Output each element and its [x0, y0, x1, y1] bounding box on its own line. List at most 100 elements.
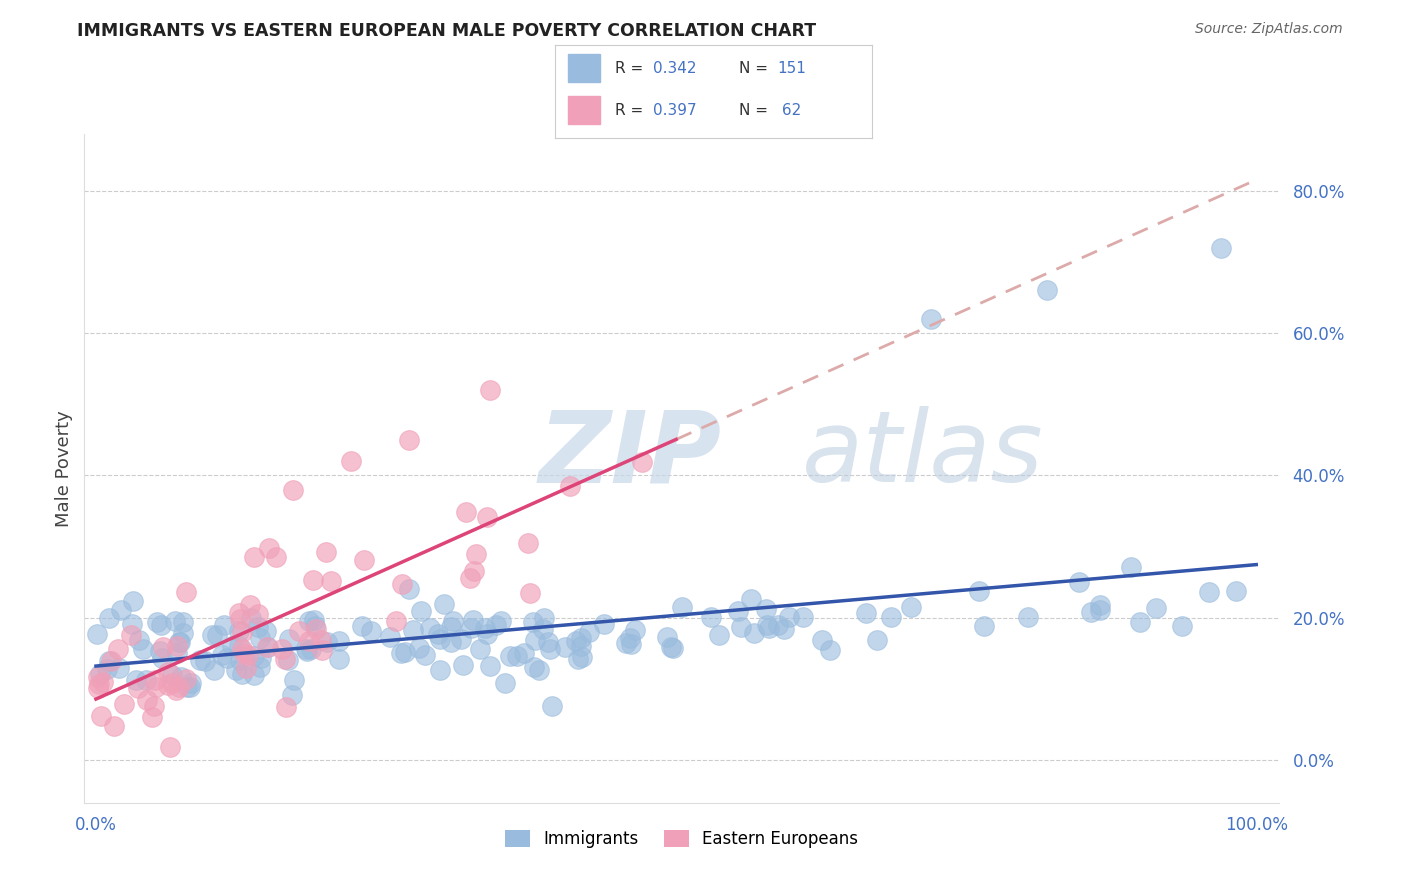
Point — [169, 635, 191, 649]
Text: atlas: atlas — [801, 407, 1043, 503]
Point — [311, 643, 333, 657]
Point — [97, 654, 120, 668]
Point — [239, 610, 262, 624]
Point — [522, 615, 544, 630]
Point — [456, 505, 478, 519]
Point — [152, 640, 174, 654]
Point — [135, 693, 157, 707]
Point — [659, 640, 682, 654]
Point — [758, 621, 780, 635]
Point — [350, 618, 373, 632]
Point — [730, 620, 752, 634]
Point — [112, 698, 135, 712]
Point — [212, 618, 235, 632]
Point — [413, 648, 436, 663]
Point — [135, 673, 157, 687]
Point — [1144, 600, 1167, 615]
Point — [973, 619, 995, 633]
Point — [287, 624, 309, 638]
Point — [93, 675, 115, 690]
Point — [256, 640, 278, 654]
Point — [229, 653, 252, 667]
Point — [778, 610, 800, 624]
Text: 62: 62 — [778, 103, 801, 118]
Point — [571, 639, 593, 653]
Point — [166, 640, 188, 654]
Point — [394, 645, 416, 659]
Point — [243, 648, 266, 663]
Point — [560, 479, 582, 493]
Point — [1211, 241, 1233, 255]
Point — [340, 454, 363, 468]
Point — [302, 573, 325, 587]
Point — [231, 641, 253, 656]
Point — [194, 654, 217, 668]
Text: R =: R = — [616, 103, 648, 118]
Point — [440, 635, 463, 649]
Point — [389, 646, 412, 660]
Point — [243, 668, 266, 682]
Point — [156, 665, 179, 680]
Point — [1090, 603, 1112, 617]
Point — [707, 628, 730, 642]
Point — [531, 622, 554, 636]
Point — [166, 646, 188, 660]
Point — [426, 626, 449, 640]
Point — [295, 642, 318, 657]
Point — [283, 483, 305, 497]
Point — [523, 659, 546, 673]
Point — [202, 663, 225, 677]
Point — [519, 586, 541, 600]
Point — [298, 634, 321, 648]
Point — [89, 677, 111, 691]
Point — [170, 670, 193, 684]
Point — [231, 625, 253, 640]
Point — [433, 597, 456, 611]
Point — [538, 642, 561, 657]
Point — [108, 661, 131, 675]
Point — [727, 604, 749, 618]
Text: 0.342: 0.342 — [654, 61, 697, 76]
Point — [855, 606, 877, 620]
Point — [619, 631, 641, 645]
Point — [1198, 585, 1220, 599]
Point — [671, 599, 693, 614]
Point — [1080, 605, 1102, 619]
Point — [299, 642, 322, 657]
Point — [238, 648, 260, 662]
Text: ZIP: ZIP — [538, 407, 721, 503]
Point — [273, 651, 295, 665]
Point — [249, 632, 271, 646]
Text: IMMIGRANTS VS EASTERN EUROPEAN MALE POVERTY CORRELATION CHART: IMMIGRANTS VS EASTERN EUROPEAN MALE POVE… — [77, 22, 817, 40]
Point — [174, 585, 197, 599]
Text: N =: N = — [740, 103, 773, 118]
Point — [441, 614, 464, 628]
Point — [249, 660, 271, 674]
Point — [90, 709, 112, 723]
Point — [297, 643, 319, 657]
Point — [281, 688, 304, 702]
Point — [157, 677, 180, 691]
Point — [162, 676, 184, 690]
Point — [440, 620, 463, 634]
Point — [87, 670, 110, 684]
Point — [309, 632, 332, 647]
Point — [470, 641, 492, 656]
Point — [411, 604, 433, 618]
Point — [540, 699, 562, 714]
Point — [128, 632, 150, 647]
Point — [578, 625, 600, 640]
Point — [474, 621, 496, 635]
Point — [277, 632, 299, 646]
Point — [174, 672, 197, 686]
Point — [277, 653, 299, 667]
Point — [529, 663, 551, 677]
Point — [150, 650, 173, 665]
Point — [159, 739, 181, 754]
Point — [143, 699, 166, 714]
Point — [523, 633, 546, 648]
Point — [321, 574, 343, 588]
Point — [215, 651, 238, 665]
Point — [145, 673, 167, 687]
Point — [755, 601, 778, 615]
